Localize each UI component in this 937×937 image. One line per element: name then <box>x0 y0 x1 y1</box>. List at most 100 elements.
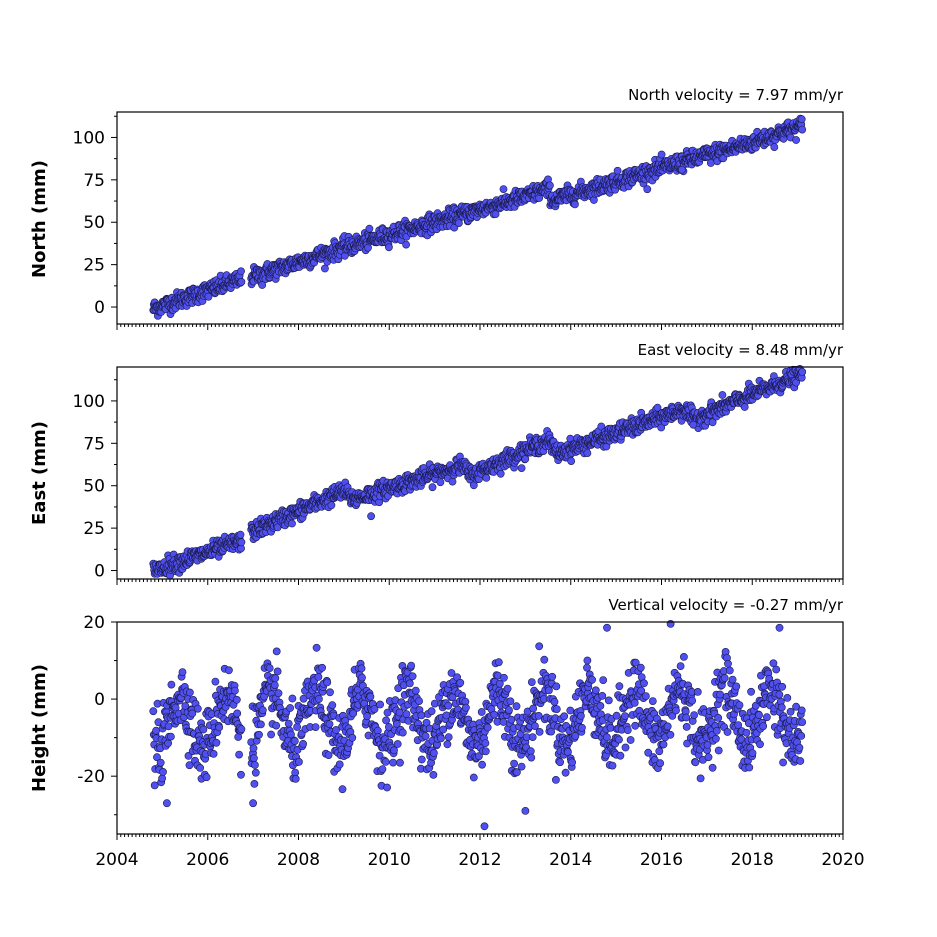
data-point <box>663 722 672 731</box>
data-point <box>443 740 452 749</box>
data-point <box>596 702 605 710</box>
data-point <box>490 710 499 719</box>
data-point <box>328 701 337 710</box>
data-point <box>583 449 592 457</box>
data-point <box>517 762 526 771</box>
panel-north: North velocity = 7.97 mm/yr North (mm) 0… <box>29 86 844 330</box>
data-point <box>215 723 224 732</box>
data-point <box>365 224 374 233</box>
data-point <box>735 701 744 709</box>
x-tick-label: 2008 <box>277 850 320 870</box>
data-point <box>237 770 245 779</box>
data-point <box>499 673 508 682</box>
data-point <box>193 704 202 713</box>
data-point <box>448 477 457 486</box>
x-tick-label: 2016 <box>640 850 683 870</box>
y-tick-label: 75 <box>83 171 105 191</box>
data-point <box>539 695 548 703</box>
data-point <box>436 478 445 487</box>
data-point <box>577 712 585 720</box>
data-point <box>657 150 666 159</box>
data-point <box>535 642 544 651</box>
data-point <box>507 715 516 724</box>
data-point <box>529 704 538 713</box>
data-point <box>704 753 713 762</box>
data-point <box>178 668 187 676</box>
data-point-outlier <box>689 420 698 429</box>
data-point <box>204 292 213 301</box>
data-point <box>267 730 275 739</box>
data-point <box>212 738 221 747</box>
panel-east-ylabel: East (mm) <box>29 421 50 525</box>
data-point <box>237 725 246 734</box>
data-point <box>775 690 784 699</box>
data-point <box>196 764 204 772</box>
data-point <box>608 761 617 770</box>
y-tick-label: 50 <box>83 213 105 233</box>
panel-height-points <box>149 620 807 831</box>
data-point <box>496 469 505 478</box>
data-point <box>482 473 491 482</box>
data-point <box>408 672 417 681</box>
data-point <box>417 711 426 720</box>
data-point <box>327 501 336 510</box>
data-point <box>429 771 438 779</box>
data-point <box>712 727 721 735</box>
data-point <box>378 765 387 774</box>
x-tick-label: 2020 <box>821 850 864 870</box>
data-point <box>211 677 220 686</box>
data-point <box>444 701 453 710</box>
data-point <box>798 125 807 134</box>
data-point <box>798 367 807 376</box>
data-point <box>393 740 402 748</box>
data-point <box>251 768 260 777</box>
data-point <box>288 694 297 703</box>
data-point <box>672 706 680 715</box>
data-point <box>503 684 512 693</box>
data-point <box>224 666 233 675</box>
data-point <box>314 673 323 681</box>
data-point <box>623 726 632 734</box>
data-point <box>286 704 294 712</box>
data-point <box>230 686 239 695</box>
x-tick-label: 2006 <box>186 850 229 870</box>
data-point <box>249 744 258 753</box>
data-point <box>778 682 787 691</box>
data-point <box>255 730 263 739</box>
data-point <box>274 689 283 698</box>
data-point <box>648 697 657 705</box>
data-point <box>763 713 771 722</box>
data-point <box>797 706 806 715</box>
data-point <box>571 200 579 209</box>
data-point <box>250 780 259 788</box>
data-point <box>797 115 806 124</box>
x-tick-label: 2004 <box>95 850 138 870</box>
y-tick-label: 25 <box>83 519 105 539</box>
y-tick-label: 0 <box>94 298 105 318</box>
data-point <box>481 747 490 756</box>
data-point <box>696 774 705 783</box>
data-point <box>477 708 486 716</box>
data-point <box>390 746 398 755</box>
data-point <box>724 659 732 668</box>
data-point <box>499 718 508 726</box>
data-point <box>561 768 570 777</box>
y-tick-label: 75 <box>83 434 105 454</box>
data-point-outlier <box>603 623 611 632</box>
y-tick-label: 50 <box>83 477 105 497</box>
data-point <box>405 679 414 688</box>
data-point <box>786 707 795 716</box>
data-point <box>716 690 724 699</box>
data-point <box>314 695 323 703</box>
data-point <box>381 758 390 766</box>
data-point <box>430 699 439 708</box>
x-tick-label: 2012 <box>458 850 501 870</box>
data-point <box>527 678 536 686</box>
data-point <box>382 716 390 725</box>
data-point <box>429 749 438 757</box>
data-point <box>655 747 664 756</box>
data-point <box>568 758 576 767</box>
data-point <box>723 728 732 736</box>
data-point <box>690 711 698 719</box>
panel-east-points <box>149 364 807 580</box>
